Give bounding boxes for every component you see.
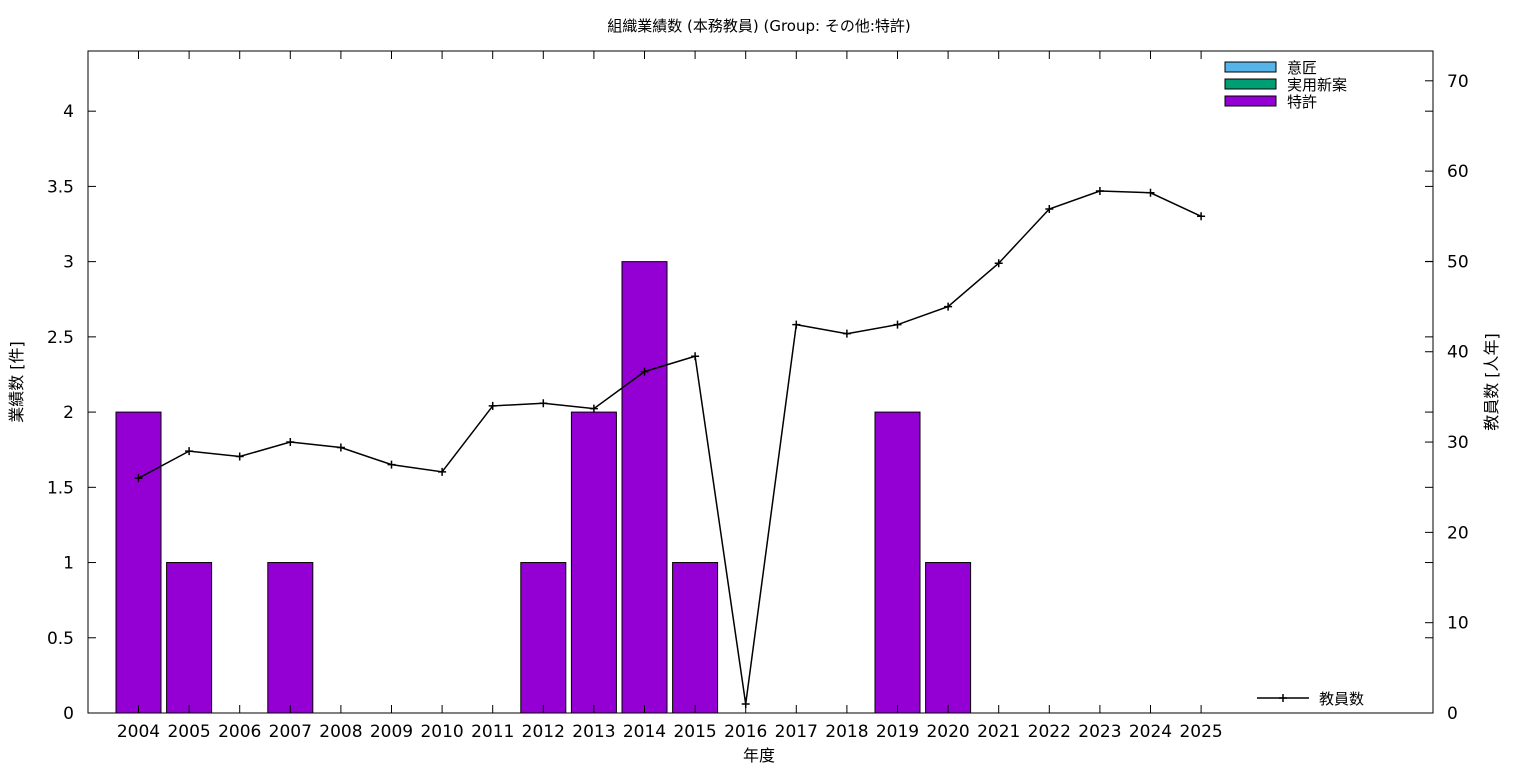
line-point	[792, 320, 801, 329]
x-tick-label: 2014	[623, 722, 666, 742]
line-series	[138, 190, 1202, 705]
legend-line-marker	[1279, 694, 1287, 702]
legend-label: 意匠	[1287, 59, 1317, 77]
x-tick-label: 2004	[117, 722, 160, 742]
x-tick-label: 2008	[319, 722, 362, 742]
line-point	[1146, 188, 1155, 197]
y-axis-label: 業績数 [件]	[7, 341, 26, 423]
x-tick-label: 2023	[1078, 722, 1121, 742]
bar	[115, 411, 162, 714]
y2-axis-label: 教員数 [人年]	[1482, 333, 1501, 431]
x-tick-label: 2017	[775, 722, 818, 742]
line-point	[944, 302, 953, 311]
line-point	[286, 438, 295, 447]
y2-tick-label: 50	[1447, 252, 1469, 272]
y-tick-label: 4	[63, 102, 74, 122]
legend-swatch	[1224, 61, 1277, 73]
bar	[570, 411, 617, 714]
bar	[621, 261, 668, 714]
x-tick-label: 2022	[1028, 722, 1071, 742]
bar	[267, 562, 314, 714]
bar	[166, 562, 213, 714]
x-tick-label: 2010	[420, 722, 463, 742]
line-point	[589, 404, 598, 413]
y-tick-label: 3.5	[47, 177, 74, 197]
y2-tick-label: 10	[1447, 614, 1469, 634]
line-point	[185, 447, 194, 456]
line-point	[994, 259, 1003, 268]
bar	[672, 562, 719, 714]
line-point	[1095, 186, 1104, 195]
line-point	[640, 367, 649, 376]
line-point	[842, 329, 851, 338]
x-tick-label: 2015	[673, 722, 716, 742]
y-tick-label: 1.5	[47, 478, 74, 498]
x-tick-label: 2005	[167, 722, 210, 742]
x-tick-label: 2011	[471, 722, 514, 742]
legend-line: 教員数	[1257, 690, 1364, 708]
x-tick-label: 2007	[269, 722, 312, 742]
y-tick-label: 0	[63, 704, 74, 724]
bars-layer	[115, 261, 972, 714]
y2-tick-label: 60	[1447, 162, 1469, 182]
bar	[874, 411, 921, 714]
y2-tick-label: 40	[1447, 343, 1469, 363]
y-tick-label: 2	[63, 403, 74, 423]
x-axis: 2004 2005 2006 2007 2008 2009 2010 2011 2012 2013…	[117, 51, 1223, 742]
x-tick-label: 2024	[1129, 722, 1172, 742]
x-tick-label: 2025	[1179, 722, 1222, 742]
y-axis: 0 0.5 1 1.5 2 2.5 3 3.5 4	[47, 102, 1433, 724]
line-point	[387, 460, 396, 469]
line-point	[134, 474, 143, 483]
line-point	[438, 467, 447, 476]
legend-line-label: 教員数	[1319, 690, 1364, 708]
x-tick-label: 2016	[724, 722, 767, 742]
line-point	[539, 399, 548, 408]
y2-tick-label: 0	[1447, 704, 1458, 724]
x-tick-label: 2021	[977, 722, 1020, 742]
x-tick-label: 2009	[370, 722, 413, 742]
line-point	[893, 320, 902, 329]
line-layer	[134, 186, 1206, 708]
x-axis-label: 年度	[743, 746, 775, 765]
y2-tick-label: 70	[1447, 72, 1469, 92]
bar	[925, 562, 972, 714]
y2-tick-label: 30	[1447, 433, 1469, 453]
legend-label: 実用新案	[1287, 76, 1347, 94]
x-tick-label: 2013	[572, 722, 615, 742]
legend-label: 特許	[1287, 93, 1317, 111]
x-tick-label: 2018	[825, 722, 868, 742]
x-tick-label: 2020	[926, 722, 969, 742]
chart-title: 組織業績数 (本務教員) (Group: その他:特許)	[607, 17, 911, 35]
line-point	[691, 352, 700, 361]
legend-swatch	[1224, 95, 1277, 107]
legend-swatch	[1224, 78, 1277, 90]
y-tick-label: 1	[63, 554, 74, 574]
bar	[520, 562, 567, 714]
x-tick-label: 2006	[218, 722, 261, 742]
line-point	[1045, 205, 1054, 214]
x-tick-label: 2019	[876, 722, 919, 742]
line-point	[336, 443, 345, 452]
y-tick-label: 0.5	[47, 629, 74, 649]
y2-axis: 0 10 20 30 40 50 60 70	[1425, 72, 1469, 724]
y-tick-label: 3	[63, 253, 74, 273]
line-point	[235, 452, 244, 461]
line-point	[1197, 212, 1206, 221]
x-tick-label: 2012	[522, 722, 565, 742]
plot-frame	[87, 50, 1434, 714]
y-tick-label: 2.5	[47, 328, 74, 348]
line-point	[488, 401, 497, 410]
y2-tick-label: 20	[1447, 523, 1469, 543]
